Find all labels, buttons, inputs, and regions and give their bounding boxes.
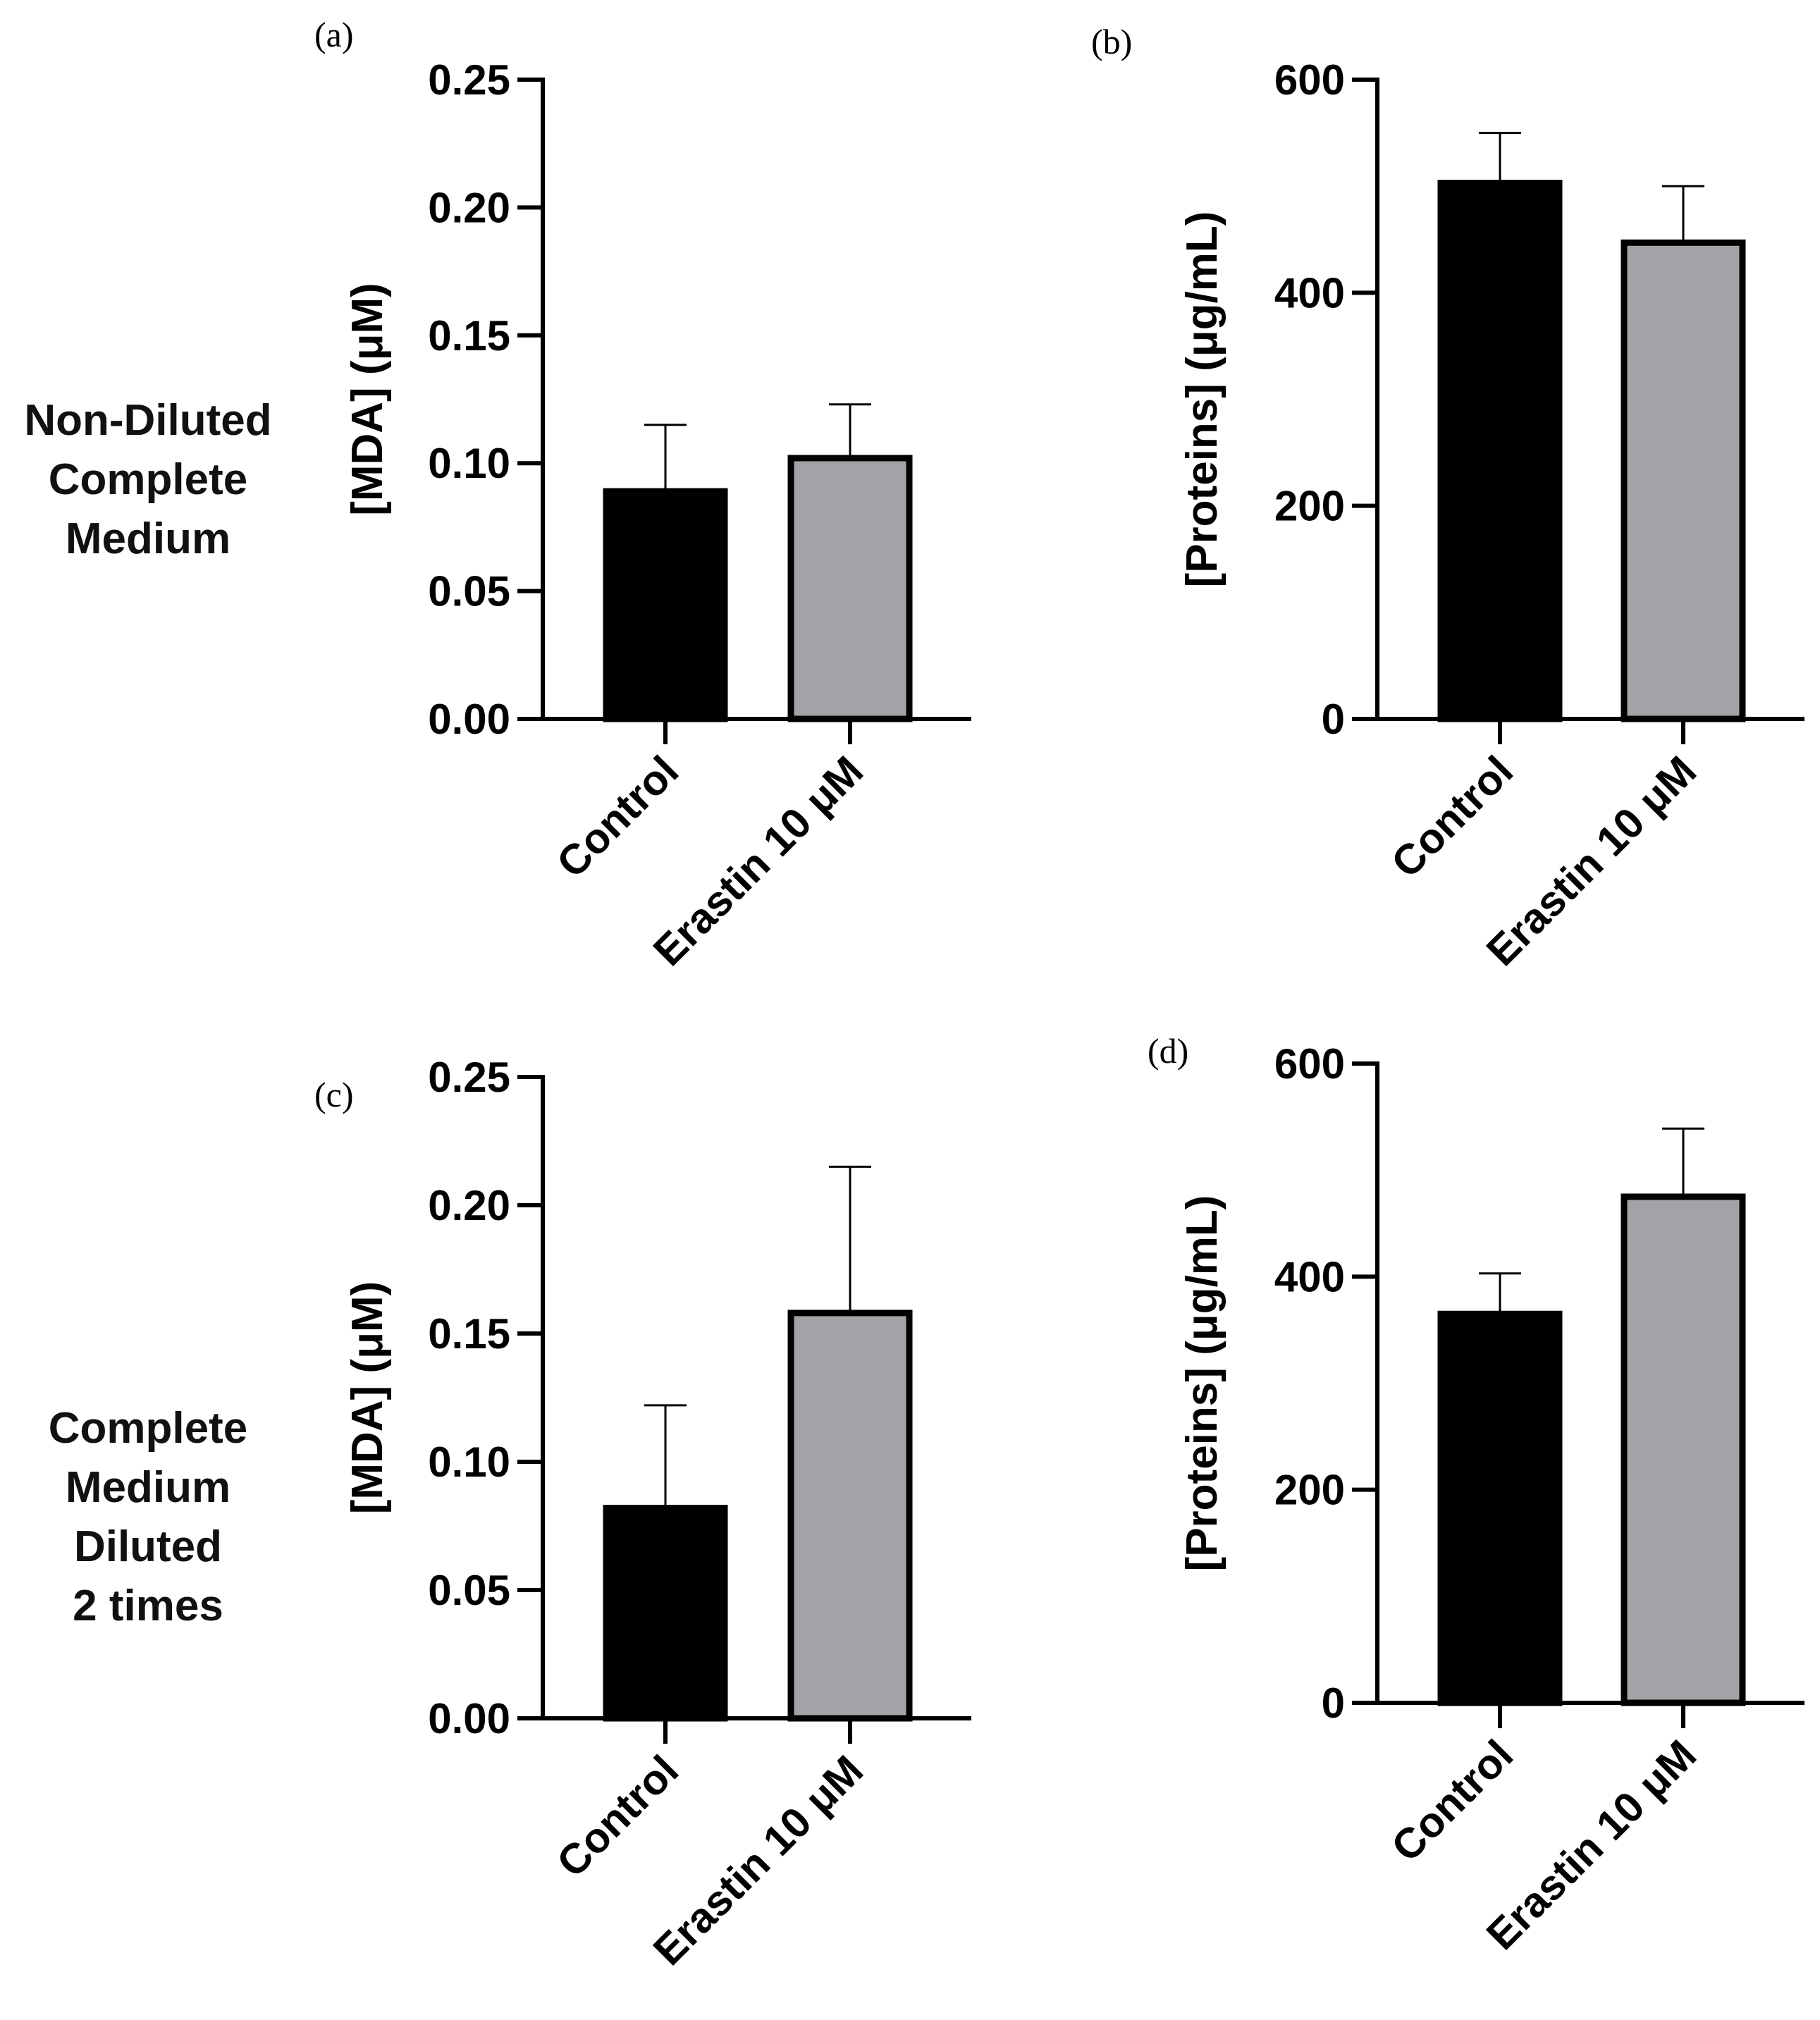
row-label-line: Diluted xyxy=(73,1522,223,1571)
x-category-label: Control xyxy=(548,747,687,887)
row-label-line: Medium xyxy=(65,515,231,563)
y-axis-title: [MDA] (μM) xyxy=(343,283,392,516)
row-label-line: Complete xyxy=(48,455,248,504)
y-tick-label: 0.15 xyxy=(428,1310,510,1357)
y-tick-label: 0.25 xyxy=(428,56,510,104)
row-label-line: Complete xyxy=(48,1404,248,1453)
bar xyxy=(787,1310,913,1722)
y-tick-label: 0.20 xyxy=(428,184,510,231)
y-tick-label: 400 xyxy=(1274,269,1345,316)
y-tick-label: 0 xyxy=(1322,696,1345,743)
x-category-label: Control xyxy=(1382,1731,1522,1871)
panel-label: (c) xyxy=(314,1075,354,1114)
bar xyxy=(1437,180,1563,722)
bar xyxy=(603,1505,728,1722)
chart-panel: (c)0.000.050.100.150.200.25ControlErasti… xyxy=(314,1054,971,1974)
panel-label: (b) xyxy=(1091,22,1132,61)
x-category-label: Control xyxy=(548,1747,687,1886)
x-category-label: Control xyxy=(1382,747,1522,887)
y-axis-title: [MDA] (μM) xyxy=(343,1281,392,1515)
row-label-top: Non-Diluted Complete Medium xyxy=(0,391,296,569)
bar xyxy=(603,488,728,722)
y-tick-label: 600 xyxy=(1274,1040,1345,1088)
bar xyxy=(787,455,913,722)
bar xyxy=(1437,1310,1563,1706)
y-tick-label: 0.25 xyxy=(428,1054,510,1101)
y-tick-label: 0.05 xyxy=(428,568,510,615)
bar xyxy=(1621,1193,1746,1706)
y-tick-label: 0.15 xyxy=(428,312,510,359)
row-label-bottom: Complete Medium Diluted 2 times xyxy=(0,1399,296,1636)
y-tick-label: 0.10 xyxy=(428,440,510,487)
y-tick-label: 0.10 xyxy=(428,1439,510,1486)
y-tick-label: 0 xyxy=(1322,1680,1345,1727)
y-tick-label: 200 xyxy=(1274,483,1345,530)
y-tick-label: 0.05 xyxy=(428,1567,510,1614)
row-label-line: 2 times xyxy=(73,1582,223,1630)
y-tick-label: 400 xyxy=(1274,1253,1345,1300)
panel-label: (a) xyxy=(314,15,354,54)
y-tick-label: 0.00 xyxy=(428,696,510,743)
row-label-line: Non-Diluted xyxy=(24,396,272,445)
y-tick-label: 0.00 xyxy=(428,1695,510,1742)
y-tick-label: 200 xyxy=(1274,1467,1345,1514)
chart-panel: (a)0.000.050.100.150.200.25ControlErasti… xyxy=(314,15,971,975)
panel-label: (d) xyxy=(1148,1031,1188,1071)
bar xyxy=(1621,239,1746,722)
y-axis-title: [Proteins] (μg/mL) xyxy=(1178,211,1226,588)
y-tick-label: 0.20 xyxy=(428,1182,510,1229)
y-axis-title: [Proteins] (μg/mL) xyxy=(1178,1195,1226,1572)
row-label-line: Medium xyxy=(65,1463,231,1512)
y-tick-label: 600 xyxy=(1274,56,1345,104)
